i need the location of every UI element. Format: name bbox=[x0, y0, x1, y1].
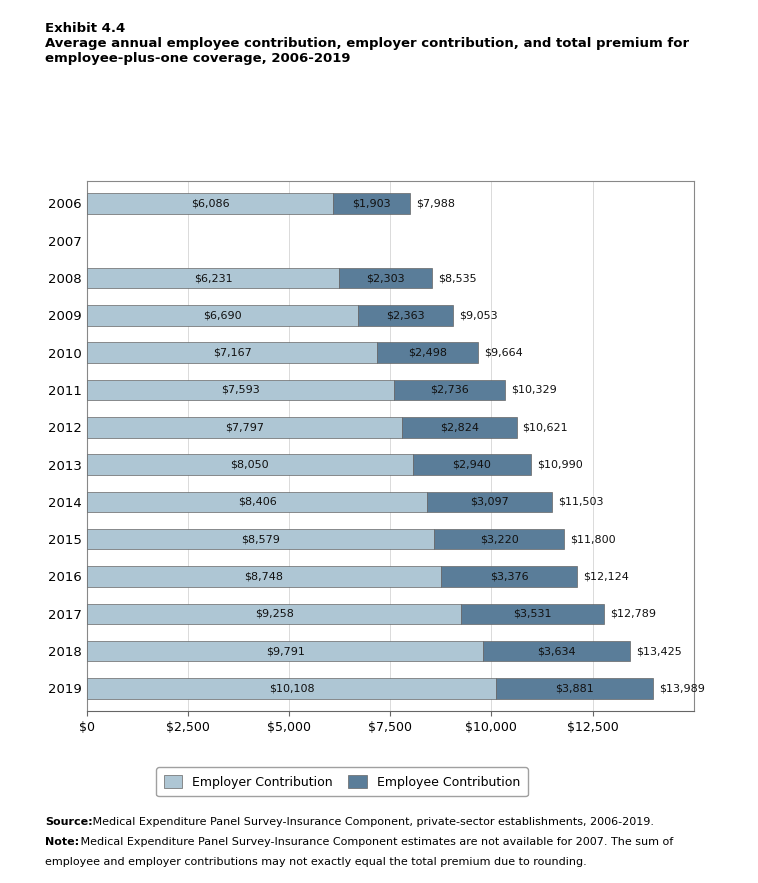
Text: $2,498: $2,498 bbox=[408, 348, 447, 358]
Text: Average annual employee contribution, employer contribution, and total premium f: Average annual employee contribution, em… bbox=[45, 37, 690, 65]
Bar bbox=[412, 455, 531, 475]
Text: $7,167: $7,167 bbox=[213, 348, 252, 358]
Text: $3,097: $3,097 bbox=[470, 497, 509, 507]
Text: $2,303: $2,303 bbox=[366, 273, 405, 283]
Text: $10,108: $10,108 bbox=[268, 683, 315, 693]
Bar bbox=[394, 380, 505, 400]
Text: $3,634: $3,634 bbox=[537, 646, 576, 656]
Bar bbox=[87, 492, 427, 512]
Bar bbox=[462, 604, 604, 624]
Text: $8,050: $8,050 bbox=[230, 459, 269, 470]
Text: $1,903: $1,903 bbox=[352, 199, 391, 208]
Text: $2,736: $2,736 bbox=[430, 385, 468, 395]
Text: $10,621: $10,621 bbox=[522, 422, 568, 433]
Bar bbox=[87, 529, 434, 549]
Text: $10,329: $10,329 bbox=[511, 385, 556, 395]
Bar bbox=[377, 343, 478, 363]
Bar bbox=[434, 529, 564, 549]
Text: Source:: Source: bbox=[45, 817, 93, 826]
Text: $12,789: $12,789 bbox=[610, 608, 656, 619]
Text: $3,220: $3,220 bbox=[480, 534, 518, 544]
Bar bbox=[358, 305, 453, 326]
Bar bbox=[339, 268, 432, 288]
Bar bbox=[402, 417, 516, 437]
Bar bbox=[427, 492, 552, 512]
Text: $6,086: $6,086 bbox=[191, 199, 230, 208]
Text: $8,579: $8,579 bbox=[241, 534, 280, 544]
Bar bbox=[334, 193, 410, 214]
Bar bbox=[87, 380, 394, 400]
Text: $10,990: $10,990 bbox=[537, 459, 583, 470]
Bar bbox=[87, 268, 339, 288]
Bar bbox=[87, 455, 412, 475]
Text: $2,824: $2,824 bbox=[440, 422, 479, 433]
Text: Medical Expenditure Panel Survey-Insurance Component estimates are not available: Medical Expenditure Panel Survey-Insuran… bbox=[77, 837, 674, 847]
Text: $9,791: $9,791 bbox=[265, 646, 305, 656]
Text: $6,231: $6,231 bbox=[194, 273, 233, 283]
Bar bbox=[87, 641, 483, 661]
Text: Exhibit 4.4: Exhibit 4.4 bbox=[45, 22, 126, 35]
Text: $11,800: $11,800 bbox=[570, 534, 615, 544]
Text: $9,258: $9,258 bbox=[255, 608, 294, 619]
Text: $12,124: $12,124 bbox=[584, 571, 629, 582]
Text: $8,748: $8,748 bbox=[245, 571, 283, 582]
Text: $3,531: $3,531 bbox=[514, 608, 552, 619]
Text: Medical Expenditure Panel Survey-Insurance Component, private-sector establishme: Medical Expenditure Panel Survey-Insuran… bbox=[89, 817, 654, 826]
Bar bbox=[87, 305, 358, 326]
Text: $13,989: $13,989 bbox=[659, 683, 705, 693]
Text: $7,593: $7,593 bbox=[221, 385, 260, 395]
Text: $8,535: $8,535 bbox=[438, 273, 477, 283]
Text: $9,053: $9,053 bbox=[459, 310, 498, 321]
Text: Note:: Note: bbox=[45, 837, 80, 847]
Text: $6,690: $6,690 bbox=[203, 310, 242, 321]
Legend: Employer Contribution, Employee Contribution: Employer Contribution, Employee Contribu… bbox=[156, 767, 528, 796]
Bar bbox=[496, 678, 653, 698]
Bar bbox=[87, 604, 462, 624]
Bar bbox=[483, 641, 630, 661]
Text: $8,406: $8,406 bbox=[238, 497, 277, 507]
Text: $7,988: $7,988 bbox=[416, 199, 456, 208]
Bar bbox=[87, 417, 402, 437]
Bar bbox=[87, 678, 496, 698]
Text: $7,797: $7,797 bbox=[225, 422, 265, 433]
Text: $3,881: $3,881 bbox=[555, 683, 594, 693]
Bar bbox=[87, 343, 377, 363]
Text: $11,503: $11,503 bbox=[558, 497, 604, 507]
Bar bbox=[87, 193, 334, 214]
Text: employee and employer contributions may not exactly equal the total premium due : employee and employer contributions may … bbox=[45, 857, 587, 866]
Text: $3,376: $3,376 bbox=[490, 571, 528, 582]
Bar bbox=[441, 566, 578, 587]
Text: $2,940: $2,940 bbox=[453, 459, 491, 470]
Text: $9,664: $9,664 bbox=[484, 348, 523, 358]
Text: $2,363: $2,363 bbox=[386, 310, 424, 321]
Bar bbox=[87, 566, 441, 587]
Text: $13,425: $13,425 bbox=[636, 646, 681, 656]
